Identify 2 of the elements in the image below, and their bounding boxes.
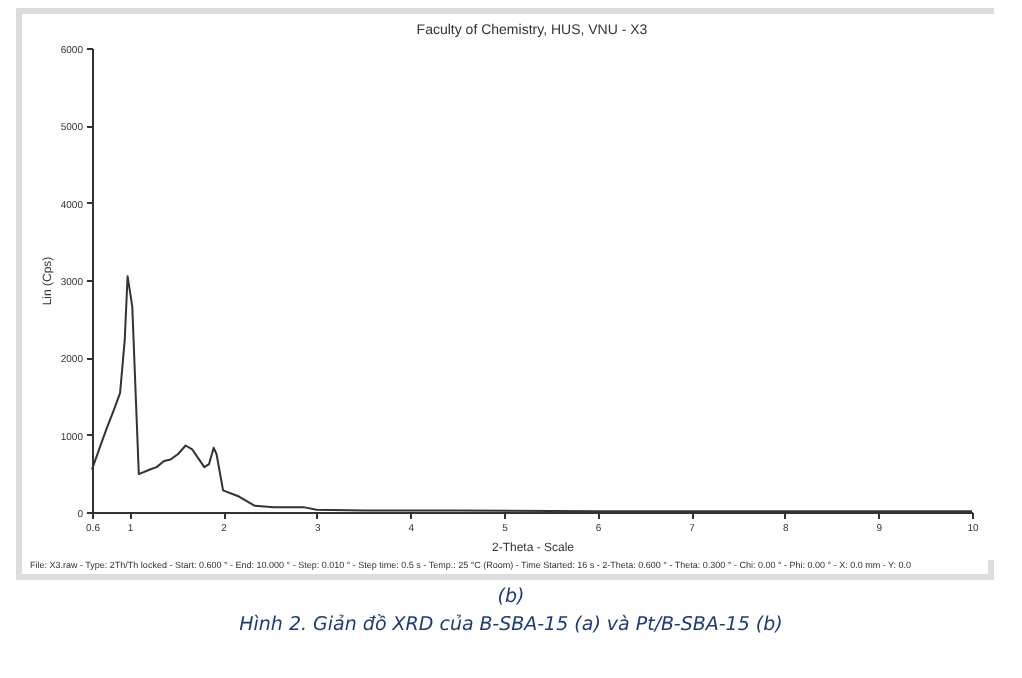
text: Hình 2. Giản đồ XRD của B-SBA-15 (a) và Pt/B-SBA-15 (b) (237, 614, 785, 636)
text: (b) (495, 586, 527, 608)
